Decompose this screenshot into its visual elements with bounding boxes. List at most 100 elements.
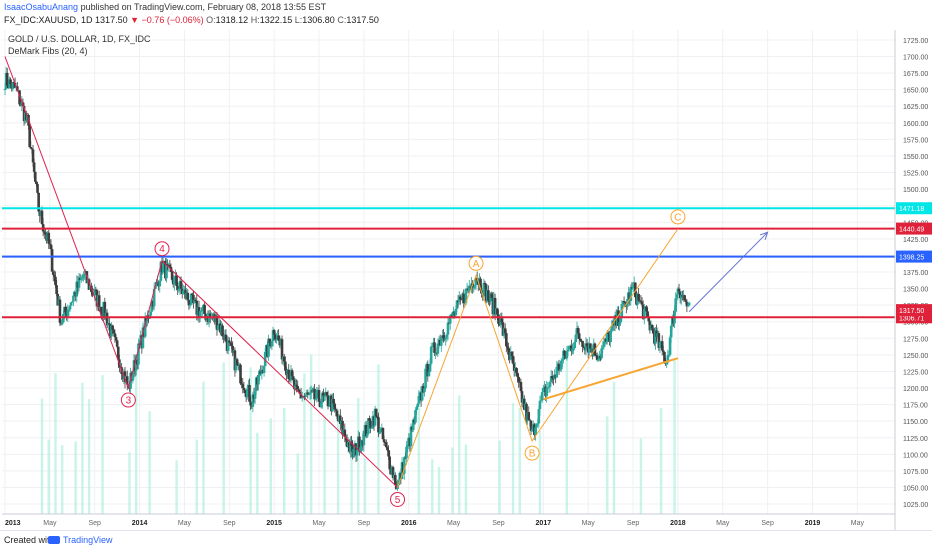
time-tick-label: May: [447, 520, 461, 527]
price-tick-label: 1025.00: [903, 502, 928, 509]
published-text: published on TradingView.com, February 0…: [80, 2, 327, 12]
candle-body: [215, 315, 219, 330]
candle-body: [429, 346, 433, 364]
candle-body: [280, 339, 284, 360]
candle-body: [326, 395, 330, 407]
candle-body: [100, 306, 103, 314]
candle-body: [125, 376, 129, 385]
legend-indicator[interactable]: DeMark Fibs (20, 4): [8, 46, 88, 56]
time-tick-label: 2014: [132, 520, 148, 527]
candle-body: [108, 323, 111, 325]
candle-body: [374, 408, 378, 417]
candle-body: [28, 125, 31, 148]
candle-body: [190, 293, 194, 295]
close-label: C:: [337, 15, 347, 25]
indicator-band: [538, 430, 542, 514]
candle-body: [309, 390, 313, 394]
candle-body: [251, 394, 255, 407]
candle-body: [686, 305, 690, 307]
price-tick-label: 1700.00: [903, 55, 928, 62]
candle-body: [623, 302, 627, 304]
candle-body: [335, 410, 339, 417]
candle-body: [584, 343, 588, 351]
wave-label-text: 4: [159, 244, 165, 255]
candle-body: [352, 448, 356, 458]
candle-body: [270, 341, 274, 347]
wave-line-red: [4, 56, 398, 488]
candle-body: [230, 343, 233, 346]
open-label: O:: [206, 15, 216, 25]
indicator-band: [518, 407, 521, 514]
wave-label-text: 5: [395, 495, 401, 506]
candle-body: [520, 391, 524, 403]
candle-body: [517, 376, 520, 382]
candle-body: [519, 381, 523, 392]
candle-body: [665, 362, 668, 364]
candle-body: [322, 392, 325, 397]
candle-body: [263, 351, 267, 367]
candle-body: [365, 433, 369, 437]
candle-body: [282, 356, 286, 362]
candle-body: [176, 285, 180, 291]
candle-body: [313, 388, 316, 400]
candle-body: [542, 387, 545, 393]
candle-body: [552, 378, 555, 380]
candle-body: [500, 318, 504, 323]
wave-line-abc: [397, 228, 679, 488]
candle-body: [114, 337, 118, 341]
candle-body: [83, 273, 86, 276]
candle-body: [3, 89, 7, 91]
candle-body: [679, 295, 683, 299]
level-badge: 1471.18: [899, 206, 924, 213]
author-link[interactable]: IsaacOsabuAnang: [4, 2, 79, 12]
indicator-band: [606, 416, 609, 514]
indicator-band: [74, 441, 77, 514]
candle-body: [638, 300, 642, 302]
wave-label-circle: [468, 255, 484, 271]
candle-body: [602, 341, 606, 347]
price-chart[interactable]: 3 4 5 A B C 1025.00 1050.00 1075.00 1100.00 1125.0…: [0, 30, 932, 530]
candle-body: [382, 439, 386, 443]
candle-body: [436, 343, 440, 354]
indicator-band: [47, 439, 50, 514]
tradingview-logo[interactable]: TradingView: [48, 535, 113, 545]
candle-body: [243, 389, 247, 394]
candle-body: [621, 301, 625, 305]
candle-body: [143, 317, 147, 337]
candle-body: [54, 276, 57, 286]
candle-body: [459, 296, 462, 300]
candle-body: [105, 312, 109, 326]
time-tick-label: Sep: [492, 520, 505, 527]
wave-label-circle: [524, 445, 540, 461]
indicator-band: [128, 452, 131, 514]
time-tick-label: May: [716, 520, 730, 527]
candle-body: [607, 332, 610, 334]
candle-body: [32, 162, 36, 172]
level-badge-bg: [896, 222, 932, 235]
candle-body: [5, 72, 9, 86]
price-change: −0.76 (−0.06%): [141, 15, 204, 25]
candle-body: [551, 376, 554, 379]
candle-body: [91, 292, 94, 295]
horizontal-levels: [2, 207, 895, 319]
candle-body: [667, 354, 671, 356]
price-tick-label: 1625.00: [903, 104, 928, 111]
candle-body: [376, 416, 379, 418]
candle-body: [55, 285, 58, 295]
candle-body: [47, 232, 51, 244]
candle-body: [158, 280, 162, 287]
candle-body: [253, 391, 257, 399]
candle-body: [257, 376, 260, 385]
candle-body: [198, 311, 202, 318]
wave-label-C: C: [670, 209, 686, 225]
candle-body: [216, 325, 220, 330]
candle-body: [416, 403, 420, 407]
level-badge-bg: [896, 250, 932, 263]
indicator-band: [639, 438, 643, 514]
candle-body: [349, 441, 352, 452]
price-tick-label: 1150.00: [903, 419, 928, 426]
time-tick-label: May: [582, 520, 596, 527]
candle-body: [657, 333, 661, 349]
wave-label-text: B: [529, 449, 536, 460]
candle-body: [116, 346, 120, 360]
